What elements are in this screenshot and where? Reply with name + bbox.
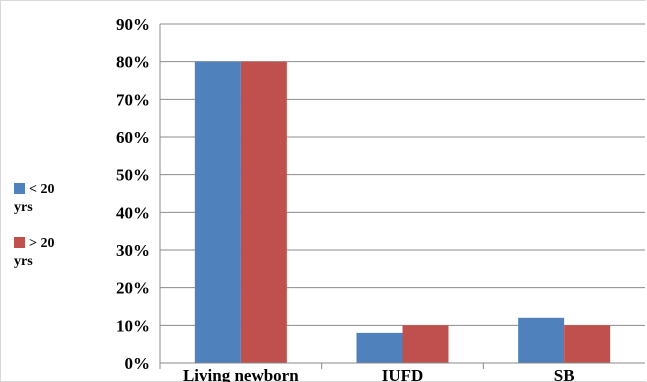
y-tick-label: 90% bbox=[116, 15, 150, 34]
y-tick-label: 40% bbox=[116, 203, 150, 222]
legend-item-under-20: < 20 yrs bbox=[14, 181, 54, 217]
x-tick-label: Living newborn bbox=[183, 366, 299, 382]
bar-living-newborn-series-1 bbox=[240, 61, 287, 364]
y-tick-label: 20% bbox=[116, 279, 150, 298]
x-tick-label: SB bbox=[554, 366, 575, 382]
legend-item-over-20: > 20 yrs bbox=[14, 235, 54, 271]
bars bbox=[194, 61, 611, 364]
legend-swatch-over-20 bbox=[14, 237, 25, 248]
legend-label-under-20: < 20 bbox=[29, 182, 55, 197]
y-tick-label: 70% bbox=[116, 90, 150, 109]
bar-iufd-series-0 bbox=[356, 332, 403, 363]
x-tick-label: IUFD bbox=[382, 366, 424, 382]
x-axis-tick-labels: Living newborn IUFD SB bbox=[183, 363, 575, 382]
legend-label-over-20: > 20 bbox=[29, 236, 55, 251]
bar-sb-series-0 bbox=[518, 317, 565, 363]
bar-living-newborn-series-0 bbox=[194, 61, 241, 364]
bar-iufd-series-1 bbox=[402, 325, 449, 363]
y-tick-label: 60% bbox=[116, 128, 150, 147]
legend-swatch-under-20 bbox=[14, 183, 25, 194]
bar-sb-series-1 bbox=[564, 325, 611, 363]
legend-label-over-20-unit: yrs bbox=[14, 254, 33, 269]
y-tick-label: 30% bbox=[116, 241, 150, 260]
y-tick-label: 0% bbox=[125, 354, 151, 373]
y-tick-label: 50% bbox=[116, 166, 150, 185]
y-axis-tick-labels: 0% 10% 20% 30% 40% 50% 60% 70% 80% 90% bbox=[116, 15, 150, 373]
y-tick-label: 10% bbox=[116, 316, 150, 335]
y-tick-label: 80% bbox=[116, 53, 150, 72]
legend-label-under-20-unit: yrs bbox=[14, 200, 33, 215]
